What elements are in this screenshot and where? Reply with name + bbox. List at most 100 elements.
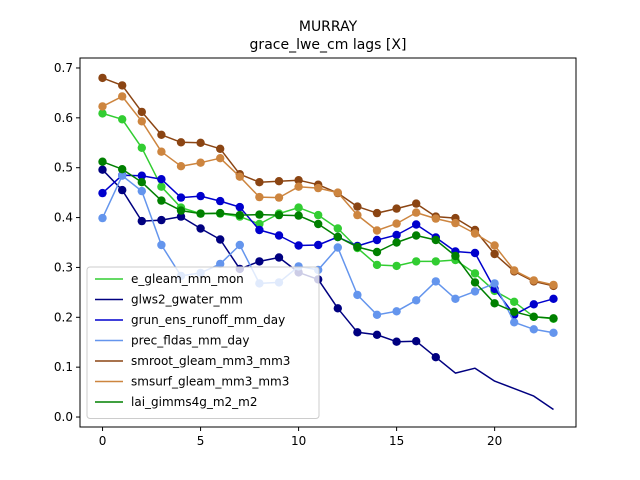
data-point bbox=[549, 294, 558, 303]
x-tick-label: 0 bbox=[99, 434, 107, 448]
data-point bbox=[490, 299, 499, 308]
series-grun_ens_runoff_mm_day bbox=[98, 171, 558, 319]
legend-label: glws2_gwater_mm bbox=[131, 293, 243, 307]
data-point bbox=[490, 279, 499, 288]
data-point bbox=[314, 210, 323, 220]
series-line-grun_ens_runoff_mm_day bbox=[101, 174, 554, 316]
data-point bbox=[372, 247, 382, 257]
data-point bbox=[255, 178, 264, 187]
data-point bbox=[137, 186, 146, 196]
data-point bbox=[431, 235, 440, 245]
data-point bbox=[274, 193, 284, 202]
x-tick-label: 20 bbox=[487, 434, 502, 448]
data-point bbox=[176, 206, 186, 215]
data-point bbox=[176, 138, 186, 147]
y-tick-label: 0.3 bbox=[54, 260, 73, 274]
data-point bbox=[255, 192, 264, 202]
series-line-e_gleam_mm_mon bbox=[102, 112, 554, 320]
data-point bbox=[294, 211, 303, 220]
data-point bbox=[216, 154, 225, 163]
data-point bbox=[529, 276, 538, 285]
data-point bbox=[353, 328, 362, 337]
y-tick-label: 0.4 bbox=[54, 211, 73, 225]
data-point bbox=[451, 251, 460, 261]
legend-label: smsurf_gleam_mm3_mm3 bbox=[131, 375, 289, 389]
data-point bbox=[235, 172, 244, 181]
data-point bbox=[529, 312, 538, 321]
data-point bbox=[216, 259, 225, 269]
series-prec_fldas_mm_day bbox=[98, 171, 558, 337]
data-point bbox=[196, 138, 205, 147]
data-point bbox=[431, 214, 440, 223]
data-point bbox=[372, 310, 382, 319]
series-smsurf_gleam_mm3_mm3 bbox=[98, 92, 558, 290]
data-point bbox=[451, 218, 460, 228]
data-point bbox=[274, 177, 284, 186]
data-point bbox=[294, 176, 303, 185]
plot-area bbox=[98, 73, 558, 411]
y-tick-label: 0.2 bbox=[54, 310, 73, 324]
data-point bbox=[157, 175, 166, 184]
data-point bbox=[118, 185, 127, 195]
y-tick-label: 0.5 bbox=[54, 161, 73, 175]
data-point bbox=[157, 147, 166, 156]
data-point bbox=[137, 107, 146, 117]
data-point bbox=[157, 215, 166, 225]
data-point bbox=[294, 182, 303, 191]
data-point bbox=[333, 188, 342, 197]
data-point bbox=[470, 248, 480, 258]
data-point bbox=[510, 297, 519, 306]
data-point bbox=[470, 229, 480, 238]
data-point bbox=[333, 243, 342, 252]
data-point bbox=[412, 337, 421, 346]
data-point bbox=[196, 191, 205, 201]
data-point bbox=[137, 117, 146, 126]
data-point bbox=[372, 330, 382, 339]
data-point bbox=[118, 92, 127, 101]
data-point bbox=[274, 231, 284, 240]
data-point bbox=[216, 208, 225, 218]
legend-box bbox=[86, 266, 320, 419]
series-glws2_gwater_mm bbox=[98, 165, 554, 411]
data-point bbox=[98, 165, 107, 174]
legend-label: e_gleam_mm_mon bbox=[131, 272, 244, 286]
data-point bbox=[157, 240, 166, 250]
data-point bbox=[157, 130, 166, 139]
data-point bbox=[255, 225, 264, 235]
y-tick-label: 0.1 bbox=[54, 360, 73, 374]
data-point bbox=[314, 183, 323, 193]
data-point bbox=[470, 278, 480, 287]
data-point bbox=[216, 235, 225, 244]
data-point bbox=[118, 81, 127, 90]
legend-label: lai_gimms4g_m2_m2 bbox=[131, 395, 258, 409]
data-point bbox=[451, 294, 460, 303]
x-tick-label: 5 bbox=[197, 434, 205, 448]
data-point bbox=[216, 196, 225, 206]
data-point bbox=[235, 240, 244, 250]
data-point bbox=[235, 202, 244, 212]
data-point bbox=[353, 210, 362, 220]
data-point bbox=[510, 266, 519, 275]
data-point bbox=[98, 213, 107, 223]
data-point bbox=[353, 202, 362, 211]
data-point bbox=[196, 158, 205, 167]
data-point bbox=[157, 182, 166, 191]
data-point bbox=[529, 325, 538, 334]
data-point bbox=[392, 230, 401, 240]
data-point bbox=[353, 242, 362, 252]
data-point bbox=[372, 260, 382, 270]
legend-label: smroot_gleam_mm3_mm3 bbox=[131, 354, 290, 368]
data-point bbox=[510, 307, 519, 316]
data-point bbox=[372, 208, 382, 218]
data-point bbox=[333, 304, 342, 313]
series-lai_gimms4g_m2_m2 bbox=[98, 157, 558, 323]
data-point bbox=[216, 144, 225, 153]
data-point bbox=[314, 240, 323, 250]
data-point bbox=[314, 219, 323, 229]
data-point bbox=[235, 210, 244, 220]
data-point bbox=[392, 238, 401, 247]
data-point bbox=[392, 219, 401, 228]
data-point bbox=[98, 102, 107, 111]
data-point bbox=[255, 210, 264, 219]
